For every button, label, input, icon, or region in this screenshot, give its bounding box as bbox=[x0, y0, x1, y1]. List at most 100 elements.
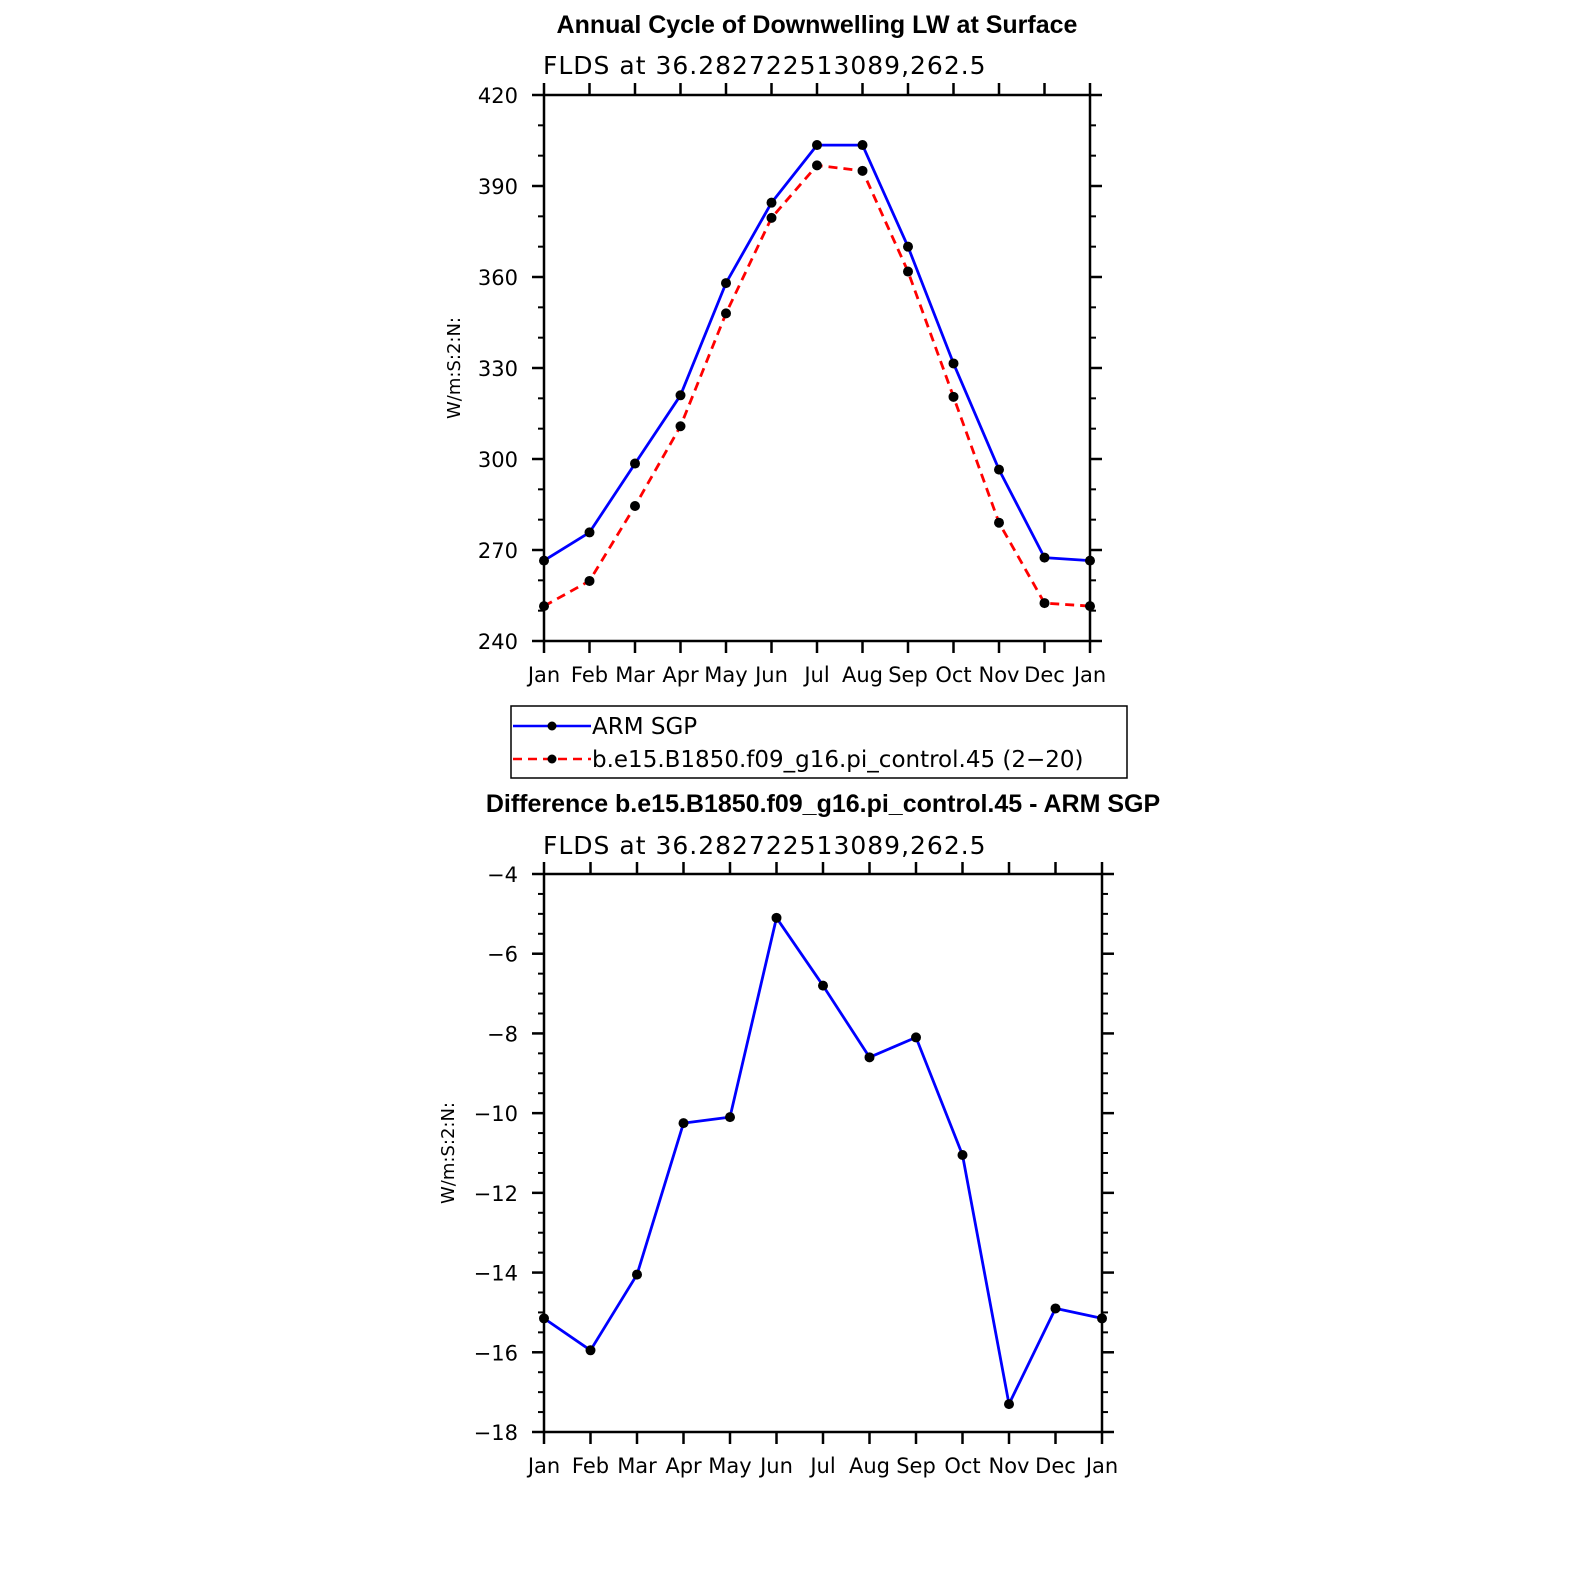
bottom-series-0-point bbox=[1097, 1313, 1107, 1324]
top-series-1-point bbox=[1039, 598, 1050, 609]
bottom-series-0-point bbox=[585, 1345, 596, 1356]
legend-marker-arm-sgp bbox=[547, 721, 557, 731]
bottom-chart-plot: Jan Feb Mar Apr May Jun Jul Aug Sep Oct Nov Dec Jan−… bbox=[474, 862, 1118, 1478]
bottom-plot-frame bbox=[542, 872, 1104, 1434]
bottom-series-0-point bbox=[864, 1052, 875, 1063]
bottom-y-axis-label: W/m:S:2:N: bbox=[438, 1102, 459, 1204]
top-x-tick-label: Aug bbox=[842, 663, 883, 687]
bottom-x-tick-label: Apr bbox=[665, 1454, 702, 1478]
top-x-tick-label: Sep bbox=[888, 663, 928, 687]
bottom-series-0-point bbox=[632, 1269, 642, 1280]
top-series-1-point bbox=[1085, 601, 1095, 612]
top-series-0-point bbox=[994, 464, 1004, 475]
bottom-y-tick-label: −16 bbox=[474, 1341, 518, 1365]
top-series-1-point bbox=[903, 266, 913, 277]
bottom-series-0-point bbox=[911, 1032, 921, 1043]
bottom-y-tick-label: −8 bbox=[487, 1022, 518, 1046]
top-series-1-point bbox=[812, 160, 822, 171]
bottom-series-0-point bbox=[539, 1313, 549, 1324]
top-series-0-point bbox=[948, 358, 959, 369]
top-series-1-point bbox=[994, 517, 1004, 528]
top-series-1-line bbox=[543, 163, 1091, 608]
top-series-1-point bbox=[630, 501, 640, 512]
legend-label-arm-sgp: ARM SGP bbox=[592, 714, 697, 740]
top-x-tick-label: Mar bbox=[615, 663, 655, 687]
top-y-tick-label: 270 bbox=[478, 539, 518, 563]
top-series-1-point bbox=[766, 212, 777, 223]
top-x-tick-label: Feb bbox=[571, 663, 608, 687]
bottom-x-tick-label: Sep bbox=[896, 1454, 936, 1478]
top-y-tick-label: 360 bbox=[478, 266, 518, 290]
top-x-tick-label: Jul bbox=[802, 663, 829, 687]
bottom-x-tick-label: Dec bbox=[1035, 1454, 1076, 1478]
bottom-y-tick-label: −10 bbox=[474, 1102, 518, 1126]
top-series-1-point bbox=[539, 601, 549, 612]
top-series-0-point bbox=[630, 458, 640, 469]
bottom-x-tick-label: Jun bbox=[758, 1454, 793, 1478]
bottom-series-0-line bbox=[543, 916, 1103, 1406]
top-y-tick-label: 300 bbox=[478, 448, 518, 472]
legend-box bbox=[510, 705, 1128, 779]
top-x-tick-label: Apr bbox=[662, 663, 699, 687]
top-series-0-point bbox=[766, 197, 777, 208]
top-series-0-point bbox=[857, 140, 868, 151]
bottom-x-tick-label: May bbox=[708, 1454, 751, 1478]
bottom-series-0-point bbox=[1050, 1303, 1061, 1314]
top-y-tick-label: 240 bbox=[478, 630, 518, 654]
bottom-x-tick-label: Nov bbox=[989, 1454, 1030, 1478]
top-y-tick-label: 330 bbox=[478, 357, 518, 381]
top-x-tick-label: Oct bbox=[935, 663, 971, 687]
top-y-tick-label: 390 bbox=[478, 175, 518, 199]
top-x-tick-label: Dec bbox=[1024, 663, 1065, 687]
bottom-series-0-point bbox=[771, 912, 782, 923]
bottom-x-tick-label: Jul bbox=[808, 1454, 835, 1478]
legend-label-model: b.e15.B1850.f09_g16.pi_control.45 (2−20) bbox=[592, 747, 1084, 773]
legend-item-model: b.e15.B1850.f09_g16.pi_control.45 (2−20) bbox=[513, 747, 1084, 773]
top-series-0-point bbox=[1085, 555, 1095, 566]
top-x-tick-label: May bbox=[704, 663, 747, 687]
legend-item-arm-sgp: ARM SGP bbox=[513, 714, 697, 740]
bottom-y-tick-label: −18 bbox=[474, 1421, 518, 1445]
bottom-x-tick-label: Jan bbox=[1084, 1454, 1118, 1478]
bottom-x-tick-label: Oct bbox=[944, 1454, 980, 1478]
bottom-x-tick-label: Jan bbox=[526, 1454, 560, 1478]
bottom-x-tick-label: Mar bbox=[617, 1454, 657, 1478]
top-x-tick-label: Jan bbox=[526, 663, 560, 687]
top-series-0-point bbox=[675, 390, 686, 401]
top-series-0-point bbox=[812, 140, 822, 151]
bottom-series-0-point bbox=[678, 1118, 689, 1129]
top-chart-title: Annual Cycle of Downwelling LW at Surfac… bbox=[557, 11, 1078, 39]
bottom-series-0-point bbox=[818, 980, 828, 991]
top-x-tick-label: Jun bbox=[753, 663, 788, 687]
bottom-series-0-point bbox=[1004, 1399, 1014, 1410]
legend: ARM SGP b.e15.B1850.f09_g16.pi_control.4… bbox=[510, 705, 1128, 779]
top-series-1-point bbox=[675, 421, 686, 432]
legend-marker-model bbox=[547, 754, 557, 764]
bottom-chart-title: Difference b.e15.B1850.f09_g16.pi_contro… bbox=[486, 790, 1160, 818]
bottom-y-tick-label: −6 bbox=[487, 943, 518, 967]
bottom-series-0-point bbox=[725, 1112, 735, 1123]
top-x-tick-label: Nov bbox=[979, 663, 1020, 687]
top-series-0-point bbox=[721, 278, 731, 289]
bottom-chart-subtitle: FLDS at 36.282722513089,262.5 bbox=[543, 831, 987, 860]
top-chart-plot: Jan Feb Mar Apr May Jun Jul Aug Sep Oct Nov Dec Jan 2… bbox=[478, 83, 1106, 687]
bottom-x-tick-label: Feb bbox=[572, 1454, 609, 1478]
top-series-1-point bbox=[721, 308, 731, 319]
top-series-0-point bbox=[903, 241, 913, 252]
bottom-y-tick-label: −14 bbox=[474, 1262, 518, 1286]
top-series-1-point bbox=[584, 575, 595, 586]
top-series-0-point bbox=[584, 527, 595, 538]
top-series-0-point bbox=[1039, 552, 1050, 563]
bottom-y-tick-label: −4 bbox=[487, 863, 518, 887]
top-series-0-line bbox=[543, 143, 1091, 562]
bottom-x-tick-label: Aug bbox=[849, 1454, 890, 1478]
top-plot-frame bbox=[542, 93, 1092, 643]
top-series-1-point bbox=[948, 391, 959, 402]
top-chart-subtitle: FLDS at 36.282722513089,262.5 bbox=[543, 51, 987, 80]
top-y-axis-label: W/m:S:2:N: bbox=[444, 317, 465, 419]
top-x-tick-label: Jan bbox=[1072, 663, 1106, 687]
top-series-0-point bbox=[539, 555, 549, 566]
top-y-tick-label: 420 bbox=[478, 84, 518, 108]
top-series-1-point bbox=[857, 165, 868, 176]
